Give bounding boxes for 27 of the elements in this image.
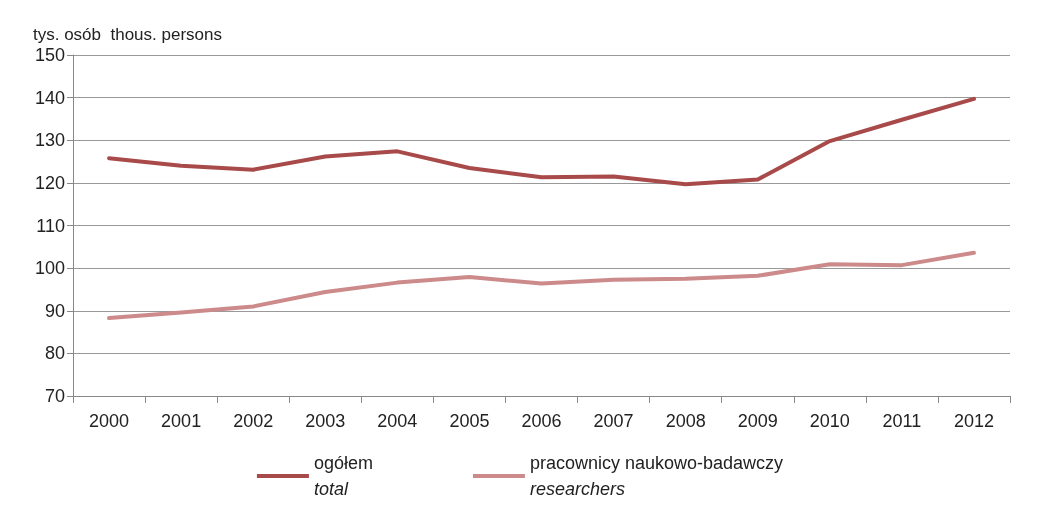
x-tick-label: 2005: [449, 411, 490, 431]
legend-label: ogółem total: [313, 453, 373, 499]
x-tick-label: 2001: [161, 411, 202, 431]
y-tick-label: 130: [34, 130, 65, 151]
x-tick-label: 2010: [809, 411, 850, 431]
y-tick-label: 120: [34, 172, 65, 193]
y-tick-label: 70: [44, 386, 65, 406]
x-tick-label: 2006: [521, 411, 562, 431]
x-tick-label: 2007: [593, 411, 634, 431]
y-tick-label: 110: [36, 215, 65, 236]
y-tick-label: 90: [44, 300, 65, 321]
x-tick-label: 2000: [89, 411, 130, 431]
line-series: [107, 250, 976, 320]
x-tick-label: 2012: [953, 411, 994, 431]
y-tick-label: 80: [44, 343, 65, 364]
y-tick-label: 140: [34, 87, 65, 108]
legend-label: pracownicy naukowo-badawczy researchers: [529, 453, 784, 499]
y-tick-label: 150: [34, 45, 65, 65]
x-tick-label: 2008: [665, 411, 706, 431]
line-series: [107, 96, 976, 187]
y-tick-label: 100: [34, 258, 65, 279]
x-tick-label: 2002: [233, 411, 274, 431]
x-tick-label: 2009: [737, 411, 778, 431]
x-tick-label: 2004: [377, 411, 418, 431]
y-axis-title: tys. osób thous. persons: [33, 25, 222, 44]
x-tick-label: 2011: [882, 411, 922, 431]
x-tick-label: 2003: [305, 411, 346, 431]
